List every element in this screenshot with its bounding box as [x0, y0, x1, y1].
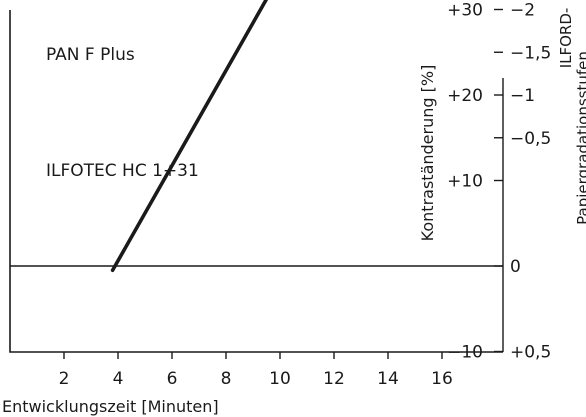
y2-tick-label: −1,5: [510, 43, 551, 63]
x-axis-ticks: 2 4 6 8 10 12 14 16: [59, 352, 453, 389]
x-tick-label: 12: [323, 369, 345, 389]
y2-tick-label: −2: [510, 1, 535, 21]
x-tick-label: 8: [221, 369, 232, 389]
y2-axis-title-line2: Papiergradationsstufen: [574, 51, 586, 225]
x-tick-label: 6: [167, 369, 178, 389]
x-tick-label: 16: [431, 369, 453, 389]
series-line: [113, 0, 280, 270]
x-tick-label: 10: [269, 369, 291, 389]
y2-tick-label: +0,5: [510, 343, 551, 363]
y-tick-label: +10: [447, 172, 483, 192]
y2-tick-label: −0,5: [510, 129, 551, 149]
x-tick-label: 4: [113, 369, 124, 389]
y-tick-label: +30: [447, 1, 483, 21]
y-axis-title: Kontraständerung [%]: [418, 65, 437, 242]
series-group: [113, 0, 280, 270]
x-tick-label: 2: [59, 369, 70, 389]
y-tick-label: +20: [447, 86, 483, 106]
x-tick-label: 14: [377, 369, 399, 389]
y-axis-ticks: +50+40+30+20+10−10: [447, 0, 483, 363]
y2-tick-label: −1: [510, 86, 535, 106]
y2-axis-title-line1: ILFORD-: [557, 8, 575, 69]
x-axis-title: Entwicklungszeit [Minuten]: [2, 397, 219, 416]
y-tick-label: −10: [447, 343, 483, 363]
film-annotation: PAN F Plus: [46, 45, 135, 65]
developer-annotation: ILFOTEC HC 1+31: [46, 161, 199, 181]
y2-tick-label: 0: [510, 257, 521, 277]
